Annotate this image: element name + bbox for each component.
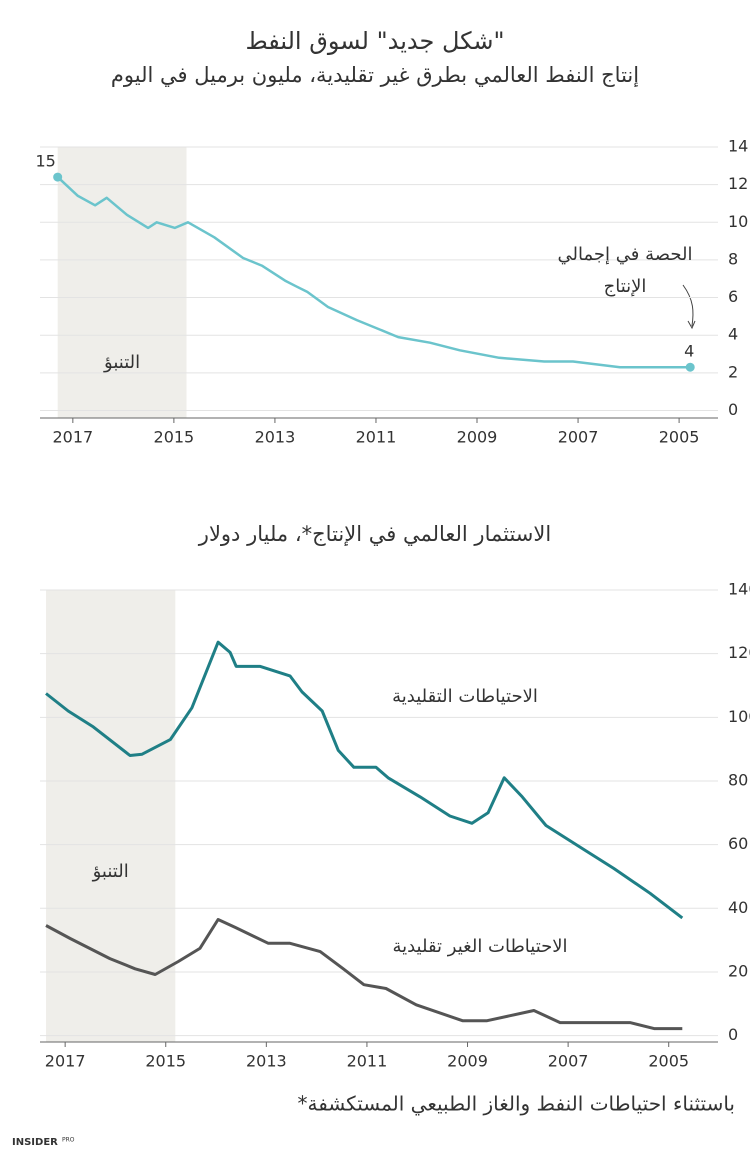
x-tick-label: 2017	[52, 428, 93, 447]
y-tick-label: 10	[728, 212, 748, 231]
y-tick-label: 2	[728, 362, 738, 381]
arrow-head	[687, 320, 696, 330]
x-tick-label: 2007	[548, 1052, 589, 1071]
annotation: الإنتاج	[604, 276, 647, 297]
logo-sub: PRO	[62, 1137, 75, 1144]
x-tick-label: 2015	[154, 428, 195, 447]
x-tick-label: 2013	[255, 428, 296, 447]
forecast-label: التنبؤ	[92, 861, 129, 882]
y-tick-label: 4	[728, 325, 738, 344]
x-tick-label: 2011	[347, 1052, 388, 1071]
x-tick-label: 2009	[457, 428, 498, 447]
subtitle: إنتاج النفط العالمي بطرق غير تقليدية، مل…	[111, 63, 639, 88]
y-tick-label: 80	[728, 770, 748, 789]
footnote: باستثناء احتياطات النفط والغاز الطبيعي ا…	[298, 1092, 736, 1117]
share-label: 4	[684, 342, 694, 361]
data-line	[45, 918, 683, 1031]
y-tick-label: 8	[728, 249, 738, 268]
data-line	[56, 176, 691, 369]
annotation-arrow	[682, 284, 694, 327]
x-tick-label: 2013	[246, 1052, 287, 1071]
y-tick-label: 0	[728, 400, 738, 419]
forecast-region	[46, 590, 176, 1042]
x-tick-label: 2017	[45, 1052, 86, 1071]
annotation: الحصة في إجمالي	[558, 244, 693, 265]
x-tick-label: 2015	[145, 1052, 186, 1071]
share-label: 15	[36, 152, 56, 171]
y-tick-label: 12	[728, 174, 748, 193]
y-tick-label: 120	[728, 643, 750, 662]
series-label: الاحتياطات الغير تقليدية	[392, 936, 567, 957]
end-point	[53, 172, 63, 182]
x-tick-label: 2007	[558, 428, 599, 447]
y-tick-label: 6	[728, 287, 738, 306]
y-tick-label: 14	[728, 137, 748, 156]
x-tick-label: 2009	[447, 1052, 488, 1071]
logo: INSIDER	[12, 1137, 58, 1148]
y-tick-label: 100	[728, 707, 750, 726]
series-label: الاحتياطات التقليدية	[392, 686, 538, 707]
chart-title: الاستثمار العالمي في الإنتاج*، مليار دول…	[198, 522, 551, 547]
x-tick-label: 2011	[356, 428, 397, 447]
forecast-label: التنبؤ	[103, 352, 140, 373]
y-tick-label: 0	[728, 1025, 738, 1044]
y-tick-label: 60	[728, 834, 748, 853]
data-line	[45, 640, 684, 920]
y-tick-label: 40	[728, 898, 748, 917]
title: "شكل جديد" لسوق النفط	[245, 27, 504, 55]
forecast-region	[57, 147, 187, 418]
x-tick-label: 2005	[659, 428, 700, 447]
y-tick-label: 140	[728, 580, 750, 599]
end-point	[685, 362, 695, 372]
y-tick-label: 20	[728, 961, 748, 980]
x-tick-label: 2005	[648, 1052, 689, 1071]
